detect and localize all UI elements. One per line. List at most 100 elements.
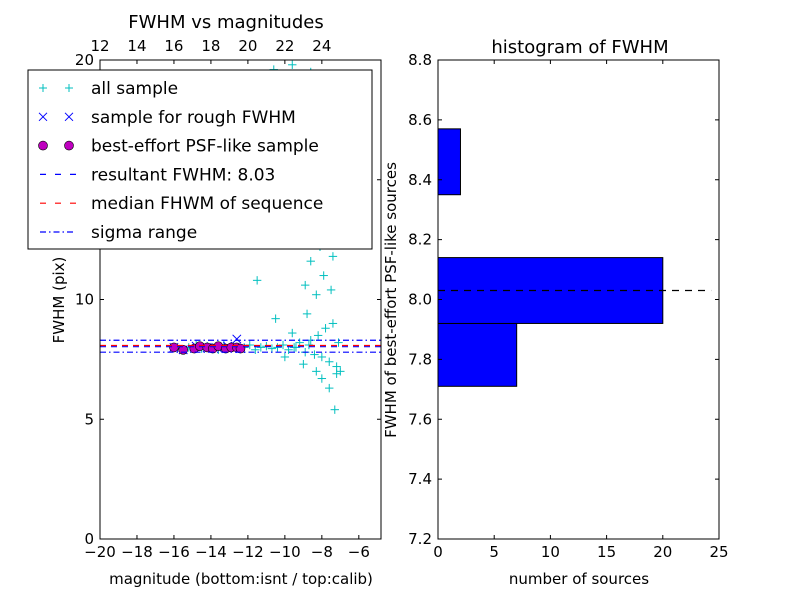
legend-entry-2: best-effort PSF-like sample bbox=[38, 137, 319, 157]
histogram-bar-2 bbox=[437, 128, 461, 196]
x-tick-label-0: −20 bbox=[84, 543, 116, 561]
legend-label-2: best-effort PSF-like sample bbox=[91, 137, 319, 157]
hist-y-tick-label-6: 8.4 bbox=[408, 171, 432, 189]
data-point-0-28 bbox=[321, 324, 330, 333]
histogram-ticks: 0 5 10 15 20 25 7.2 7.4 7.6 7.8 8.0 8.2 8.4 8.6 8.8 bbox=[408, 51, 728, 561]
legend-label-4: median FHWM of sequence bbox=[91, 194, 323, 214]
x-tick-label-5: −10 bbox=[269, 543, 301, 561]
data-point-0-65 bbox=[334, 338, 343, 347]
data-point-0-59 bbox=[312, 367, 321, 376]
hist-x-tick-label-3: 15 bbox=[597, 543, 616, 561]
x-tick-label-4: −12 bbox=[232, 543, 264, 561]
x-tick-label-3: −14 bbox=[195, 543, 227, 561]
legend-entry-5: sigma range bbox=[40, 223, 197, 243]
legend-entry-0: all sample bbox=[39, 79, 178, 99]
data-point-0-53 bbox=[288, 60, 297, 69]
data-point-0-26 bbox=[313, 331, 323, 340]
x-tick-label-6: −8 bbox=[311, 543, 333, 561]
legend-entry-3: resultant FWHM: 8.03 bbox=[40, 165, 275, 185]
legend-marker-2-b bbox=[64, 140, 74, 151]
data-point-0-31 bbox=[332, 362, 341, 371]
data-point-0-67 bbox=[328, 252, 338, 261]
hist-x-tick-label-4: 20 bbox=[653, 543, 672, 561]
data-point-0-63 bbox=[280, 352, 290, 362]
data-point-0-56 bbox=[325, 383, 334, 393]
histogram-x-axis-label: number of sources bbox=[509, 570, 649, 588]
scatter-plot-area bbox=[100, 60, 381, 414]
hist-y-tick-label-1: 7.4 bbox=[408, 470, 432, 488]
hist-y-tick-label-4: 8.0 bbox=[408, 291, 432, 309]
legend: all sample sample for rough FWHM best-effo… bbox=[27, 69, 373, 250]
scatter-ticks: −20 −18 −16 −14 −12 −10 −8 −6 12 14 16 18 20 22 24 0 5 10… bbox=[75, 37, 381, 561]
hist-y-tick-label-8: 8.8 bbox=[408, 51, 432, 69]
data-point-1-6-b bbox=[232, 334, 242, 344]
y-tick-label-2: 10 bbox=[75, 291, 94, 309]
data-point-0-38 bbox=[326, 285, 336, 295]
data-point-2-0 bbox=[169, 342, 179, 353]
histogram-plot-area bbox=[437, 128, 712, 387]
data-point-0-64 bbox=[336, 367, 345, 376]
data-point-0-60 bbox=[299, 359, 308, 369]
legend-marker-1-b bbox=[64, 112, 74, 122]
x-tick-label-2: −16 bbox=[158, 543, 190, 561]
y-tick-label-1: 5 bbox=[84, 410, 94, 428]
histogram-y-axis-label: FWHM of best-effort PSF-like sources bbox=[382, 162, 400, 438]
hist-x-tick-label-1: 5 bbox=[489, 543, 499, 561]
top-tick-label-6: 24 bbox=[312, 37, 331, 55]
legend-label-5: sigma range bbox=[91, 223, 197, 243]
legend-entry-4: median FHWM of sequence bbox=[40, 194, 323, 214]
legend-entry-1: sample for rough FWHM bbox=[38, 108, 296, 128]
data-point-0-15 bbox=[256, 343, 266, 352]
hist-y-tick-label-5: 8.2 bbox=[408, 231, 432, 249]
data-point-0-39 bbox=[306, 256, 315, 266]
legend-marker-2-a bbox=[38, 140, 48, 151]
data-point-0-66 bbox=[301, 280, 310, 290]
data-point-0-57 bbox=[317, 374, 327, 383]
y-tick-label-4: 20 bbox=[75, 51, 94, 69]
legend-marker-1-a bbox=[38, 112, 48, 122]
histogram-panel: 0 5 10 15 20 25 7.2 7.4 7.6 7.8 8.0 8.2 8.4 8.6 8.8 hi… bbox=[382, 37, 729, 588]
top-tick-label-1: 14 bbox=[127, 37, 146, 55]
legend-marker-0-b bbox=[65, 84, 73, 92]
legend-marker-0-a bbox=[39, 84, 47, 92]
histogram-title: histogram of FWHM bbox=[491, 37, 668, 58]
data-point-0-33 bbox=[271, 314, 280, 323]
scatter-title: FWHM vs magnitudes bbox=[128, 12, 323, 33]
histogram-bar-1 bbox=[437, 257, 664, 324]
top-tick-label-2: 16 bbox=[164, 37, 183, 55]
data-point-0-62 bbox=[291, 343, 301, 352]
x-tick-label-1: −18 bbox=[121, 543, 153, 561]
scatter-panel: −20 −18 −16 −14 −12 −10 −8 −6 12 14 16 18 20 22 24 0 5 10… bbox=[27, 12, 382, 588]
data-point-0-27 bbox=[317, 352, 327, 362]
data-point-0-36 bbox=[312, 290, 321, 299]
legend-label-1: sample for rough FWHM bbox=[91, 108, 296, 128]
data-point-0-30 bbox=[328, 319, 338, 328]
data-point-0-32 bbox=[252, 276, 262, 285]
scatter-y-axis-label: FWHM (pix) bbox=[50, 257, 68, 344]
hist-y-tick-label-7: 8.6 bbox=[408, 111, 432, 129]
legend-marker-1-b-b bbox=[64, 112, 74, 122]
top-tick-label-3: 18 bbox=[201, 37, 220, 55]
top-tick-label-5: 22 bbox=[275, 37, 294, 55]
legend-label-3: resultant FWHM: 8.03 bbox=[91, 165, 275, 185]
data-point-0-35 bbox=[302, 309, 312, 319]
hist-y-tick-label-0: 7.2 bbox=[408, 530, 432, 548]
hist-x-tick-label-0: 0 bbox=[433, 543, 443, 561]
data-point-0-34 bbox=[288, 328, 297, 338]
data-point-1-6 bbox=[232, 334, 242, 344]
data-point-0-55 bbox=[330, 405, 339, 414]
legend-marker-1-a-b bbox=[38, 112, 48, 122]
y-tick-label-0: 0 bbox=[84, 530, 94, 548]
histogram-bar-0 bbox=[437, 322, 518, 387]
hist-y-tick-label-2: 7.6 bbox=[408, 410, 432, 428]
legend-box bbox=[27, 69, 373, 250]
scatter-x-axis-label: magnitude (bottom:isnt / top:calib) bbox=[109, 570, 373, 588]
data-point-2-10 bbox=[235, 343, 246, 354]
hist-x-tick-label-2: 10 bbox=[541, 543, 560, 561]
data-point-0-17 bbox=[267, 344, 277, 353]
x-tick-label-7: −6 bbox=[348, 543, 370, 561]
data-point-0-37 bbox=[319, 271, 328, 280]
data-point-0-29 bbox=[325, 357, 334, 366]
top-tick-label-4: 20 bbox=[238, 37, 257, 55]
